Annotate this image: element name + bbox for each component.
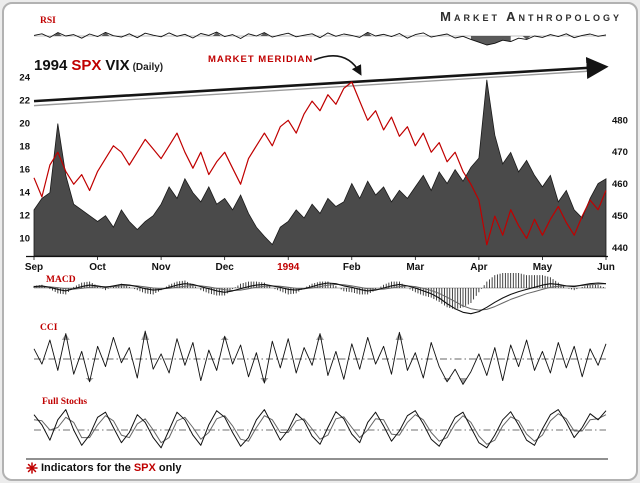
cci-panel-label: CCI	[40, 323, 58, 333]
month-label: Apr	[470, 262, 487, 273]
title-year: 1994	[34, 57, 68, 74]
chart-canvas: 24 22 20 18 16 14 12 10 480 470 460 450 440 Sep Oct Nov…	[19, 31, 628, 460]
macd-series	[33, 273, 607, 315]
footnote: Indicators for the SPX only	[26, 462, 181, 474]
stochs-series	[26, 409, 608, 460]
main-chart	[33, 55, 609, 257]
month-label: Feb	[343, 262, 361, 273]
left-axis-tick: 22	[19, 96, 30, 107]
cci-series	[33, 330, 607, 385]
left-axis-tick: 20	[19, 119, 30, 130]
market-meridian-annotation: MARKET MERIDIAN	[208, 54, 314, 65]
month-label: May	[533, 262, 553, 273]
right-axis-tick: 480	[612, 115, 628, 126]
month-label: Dec	[215, 262, 234, 273]
right-axis-tick: 460	[612, 179, 628, 190]
month-label: Jun	[597, 262, 615, 273]
meridian-trend-line	[33, 56, 609, 103]
rsi-panel-label: RSI	[40, 16, 56, 26]
month-label: Nov	[152, 262, 171, 273]
footnote-spx: SPX	[133, 462, 156, 474]
spx-line-series	[33, 81, 607, 246]
right-axis-tick: 440	[612, 243, 628, 254]
month-label: 1994	[277, 262, 300, 273]
brand-logotype: Market Anthropology	[440, 9, 622, 24]
starburst-icon	[26, 462, 38, 474]
footnote-suffix: only	[158, 462, 182, 474]
title-symbol-spx: SPX	[71, 57, 102, 74]
title-frequency: (Daily)	[132, 62, 164, 73]
left-axis-tick: 24	[19, 73, 30, 84]
month-label: Oct	[89, 262, 106, 273]
meridian-pointer-arrow	[313, 55, 362, 76]
vix-area-series	[33, 79, 607, 257]
meridian-shadow-line	[33, 70, 593, 107]
month-label: Sep	[25, 262, 43, 273]
stochs-panel-label: Full Stochs	[42, 397, 88, 407]
rsi-series	[33, 31, 607, 46]
left-axis-tick: 14	[19, 188, 30, 199]
left-axis-tick: 18	[19, 142, 30, 153]
left-axis-tick: 16	[19, 165, 30, 176]
right-axis-tick: 470	[612, 147, 628, 158]
left-axis-tick: 10	[19, 234, 30, 245]
right-axis-tick: 450	[612, 211, 628, 222]
title-symbol-vix: VIX	[105, 57, 130, 74]
chart-title: 1994 SPX VIX (Daily)	[34, 57, 163, 74]
footnote-prefix: Indicators for the	[41, 462, 131, 474]
month-label: Mar	[406, 262, 424, 273]
macd-panel-label: MACD	[46, 275, 76, 285]
main-axes: 24 22 20 18 16 14 12 10 480 470 460 450 440 Sep Oct Nov…	[19, 73, 627, 273]
left-axis-tick: 12	[19, 211, 30, 222]
